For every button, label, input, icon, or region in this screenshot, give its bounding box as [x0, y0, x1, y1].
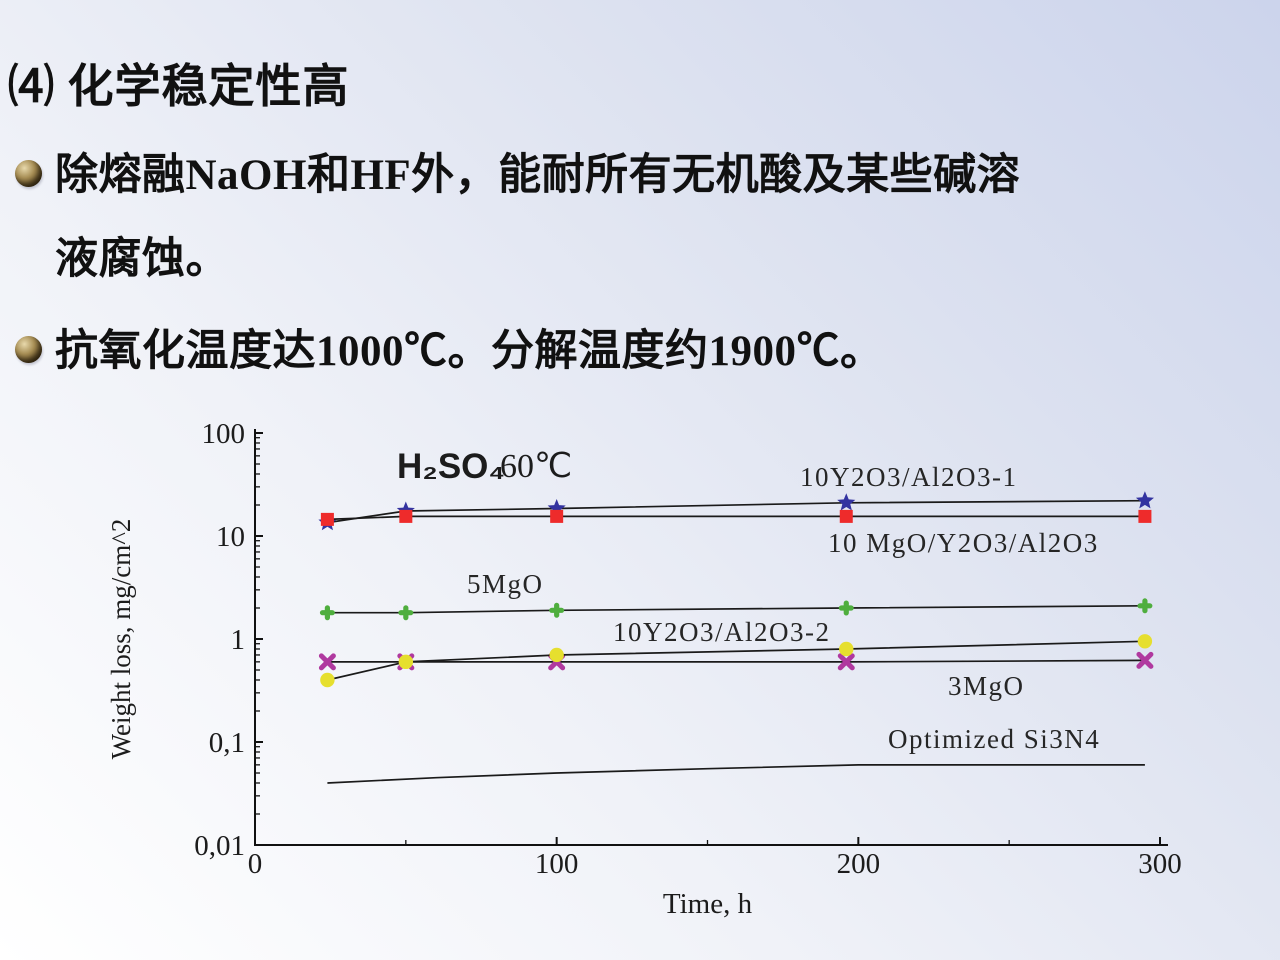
- series-3MgO: [318, 651, 1154, 671]
- chart-title-temperature: 60℃: [500, 448, 572, 485]
- bullet-item-2: 抗氧化温度达1000℃。分解温度约1900℃。: [55, 328, 884, 375]
- x-axis-title: Time, h: [663, 888, 753, 920]
- y-tick-label: 0,1: [209, 727, 245, 759]
- y-axis-title: Weight loss, mg/cm^2: [106, 519, 136, 760]
- chart-svg: 100 10 1 0,1 0,010 100 200 300 Time, h Weight los…: [106, 418, 1182, 920]
- x-tick-label: 0: [248, 848, 263, 880]
- series-10Y2O3/Al2O3-1: [318, 491, 1154, 531]
- series-10 MgO/Y2O3/Al2O3: [320, 509, 1152, 526]
- x-tick-label: 200: [837, 848, 881, 880]
- y-tick-label: 100: [202, 418, 246, 450]
- series-5MgO: [319, 598, 1153, 621]
- x-tick-label: 100: [535, 848, 579, 880]
- bullet-item-1: 除熔融NaOH和HF外，能耐所有无机酸及某些碱溶 液腐蚀。: [55, 152, 1021, 283]
- series-label-Optimized Si3N4: Optimized Si3N4: [888, 724, 1100, 754]
- y-tick-label: 0,01: [194, 830, 245, 862]
- y-tick-label: 1: [231, 624, 246, 656]
- x-tick-label: 300: [1138, 848, 1182, 880]
- axes: [254, 429, 1168, 846]
- series-Optimized Si3N4: [327, 764, 1145, 784]
- weight-loss-chart: 100 10 1 0,1 0,01 0 100 200 300 Time, h Weight los…: [100, 415, 1210, 925]
- series-label-10Y2O3/Al2O3-2: 10Y2O3/Al2O3-2: [613, 617, 831, 647]
- page-title: ⑷ 化学稳定性高: [8, 61, 350, 112]
- bullet-sphere-icon: [15, 160, 42, 187]
- series-label-10Y2O3/Al2O3-1: 10Y2O3/Al2O3-1: [800, 462, 1018, 492]
- bullet-sphere-icon: [15, 336, 42, 363]
- y-tick-label: 10: [216, 521, 245, 553]
- series-label-10 MgO/Y2O3/Al2O3: 10 MgO/Y2O3/Al2O3: [828, 528, 1099, 558]
- chart-title-formula: H₂SO₄: [397, 447, 505, 486]
- series-label-5MgO: 5MgO: [467, 569, 544, 599]
- series-10Y2O3/Al2O3-2: [320, 634, 1153, 688]
- series-label-3MgO: 3MgO: [948, 671, 1025, 701]
